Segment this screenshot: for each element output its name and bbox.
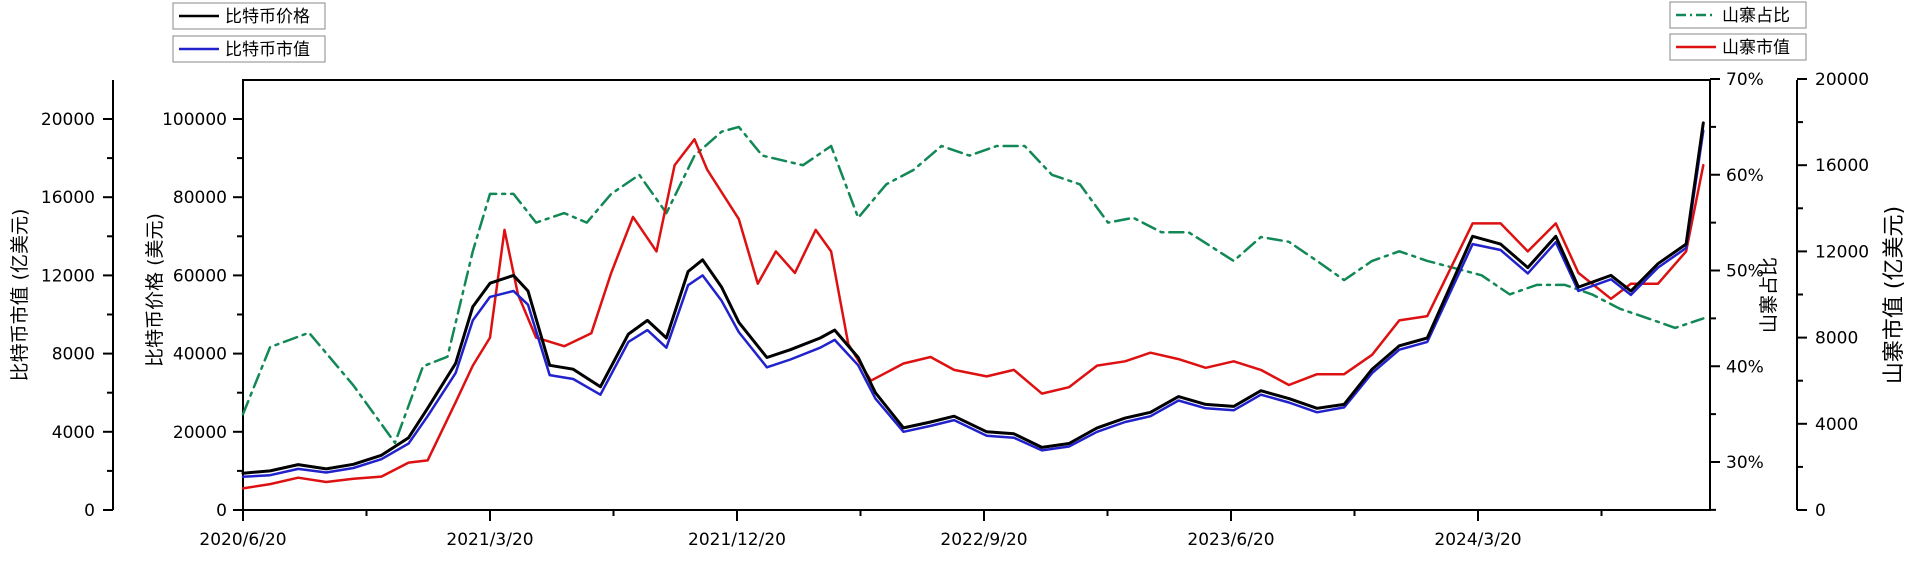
- axes-layer: 2020/6/20 2021/3/20 2021/12/20 2022/9/20 202…: [9, 70, 1907, 550]
- legend-btc-price: 比特币价格: [172, 2, 326, 30]
- legend-alt-mcap: 山寨市值: [1669, 33, 1807, 61]
- btc-mcap-axis-title: 比特币市值 (亿美元): [9, 209, 31, 382]
- legend-btc-mcap-label: 比特币市值: [225, 40, 310, 60]
- alt-mcap-series-line: [241, 138, 1705, 490]
- btc-price-tick-label: 20000: [173, 423, 227, 443]
- x-tick-label: 2024/3/20: [1434, 530, 1521, 550]
- btc-price-tick-label: 60000: [173, 266, 227, 286]
- alt-mcap-tick-label: 0: [1815, 501, 1826, 521]
- alt-mcap-axis-title: 山寨市值 (亿美元): [1882, 206, 1907, 384]
- x-tick-label: 2021/12/20: [688, 530, 786, 550]
- x-tick-label: 2020/6/20: [199, 530, 286, 550]
- alt-share-tick-label: 40%: [1726, 357, 1764, 377]
- btc-mcap-tick-label: 4000: [52, 423, 95, 443]
- alt-mcap-tick-label: 16000: [1815, 156, 1869, 176]
- legend-btc-price-label: 比特币价格: [225, 7, 310, 27]
- btc-price-axis-title: 比特币价格 (美元): [144, 213, 166, 367]
- alt-mcap-tick-label: 4000: [1815, 415, 1858, 435]
- legend-alt-mcap-label: 山寨市值: [1722, 38, 1790, 58]
- x-tick-label: 2022/9/20: [940, 530, 1027, 550]
- legend-btc-mcap: 比特币市值: [172, 35, 326, 63]
- btc-price-tick-label: 100000: [162, 110, 227, 130]
- legend-alt-share-box: [1669, 1, 1807, 29]
- btc-mcap-tick-label: 0: [84, 501, 95, 521]
- btc-mcap-tick-label: 12000: [41, 266, 95, 286]
- btc-price-tick-label: 0: [216, 501, 227, 521]
- legend-alt-share-label: 山寨占比: [1722, 6, 1790, 26]
- x-tick-label: 2021/3/20: [446, 530, 533, 550]
- series-layer: [241, 121, 1705, 490]
- alt-share-tick-label: 60%: [1726, 166, 1764, 186]
- btc-price-tick-label: 80000: [173, 188, 227, 208]
- alt-share-axis-title: 山寨占比: [1758, 257, 1780, 333]
- btc-mcap-tick-label: 8000: [52, 345, 95, 365]
- legend-alt-share: 山寨占比: [1669, 1, 1807, 29]
- alt-share-tick-label: 30%: [1726, 453, 1764, 473]
- alt-share-series-line: [241, 125, 1705, 445]
- btc-mcap-series-line: [241, 129, 1705, 479]
- x-tick-label: 2023/6/20: [1187, 530, 1274, 550]
- btc-price-series-line: [241, 121, 1705, 475]
- btc-price-tick-label: 40000: [173, 345, 227, 365]
- alt-mcap-tick-label: 12000: [1815, 242, 1869, 262]
- alt-share-tick-label: 50%: [1726, 262, 1764, 282]
- alt-share-tick-label: 70%: [1726, 70, 1764, 90]
- btc-mcap-tick-label: 20000: [41, 110, 95, 130]
- alt-mcap-tick-label: 8000: [1815, 329, 1858, 349]
- btc-mcap-tick-label: 16000: [41, 188, 95, 208]
- alt-mcap-tick-label: 20000: [1815, 70, 1869, 90]
- plot-frame: [242, 79, 1711, 511]
